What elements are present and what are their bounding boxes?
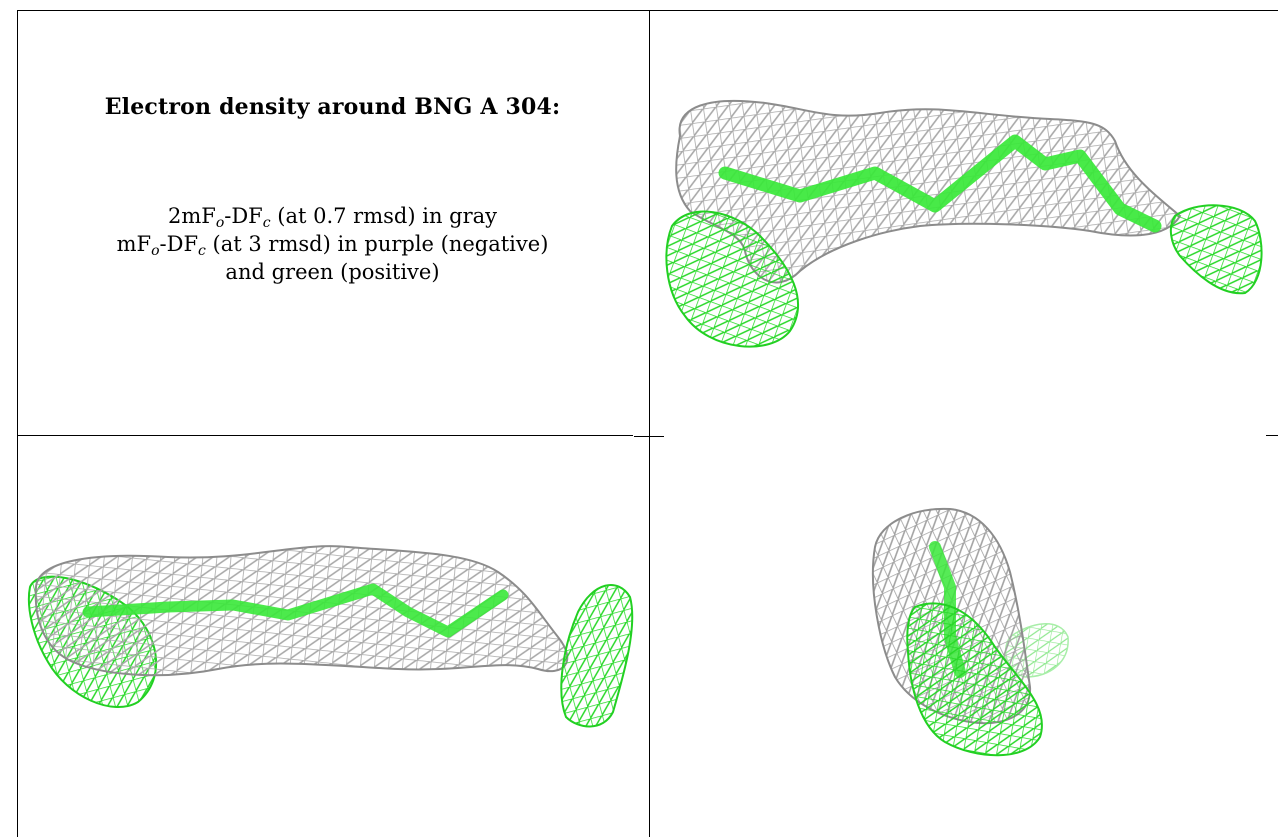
caption-line-fofc: mFo-DFc (at 3 rmsd) in purple (negative) (116, 232, 549, 259)
caption-description: 2mFo-DFc (at 0.7 rmsd) in gray mFo-DFc (… (117, 202, 549, 286)
density-image-3 (872, 507, 1069, 757)
green-mesh-blob-front (906, 602, 1043, 757)
table-row-divider-mid (634, 436, 664, 437)
green-mesh-blob-right (1169, 204, 1263, 295)
density-view-1 (650, 11, 1278, 435)
caption-line-green: and green (positive) (225, 260, 440, 284)
green-mesh-blob-left (665, 210, 800, 348)
table-top-border (17, 10, 1278, 11)
density-image-1 (665, 99, 1263, 348)
caption-title: Electron density around BNG A 304: (104, 94, 561, 120)
table-middle-border (649, 10, 650, 837)
caption-cell: Electron density around BNG A 304: 2mFo-… (17, 11, 648, 435)
ligand-stick (82, 583, 509, 638)
ligand-stick (718, 134, 1162, 233)
density-image-2 (27, 545, 634, 728)
table-left-border (17, 10, 18, 837)
table-row-divider-left (17, 435, 633, 436)
table-row-divider-right (1266, 435, 1278, 436)
density-view-3 (650, 437, 1278, 837)
green-mesh-blob-right (560, 584, 634, 728)
caption-line-2fofc: 2mFo-DFc (at 0.7 rmsd) in gray (167, 204, 498, 231)
density-view-2 (18, 437, 648, 837)
